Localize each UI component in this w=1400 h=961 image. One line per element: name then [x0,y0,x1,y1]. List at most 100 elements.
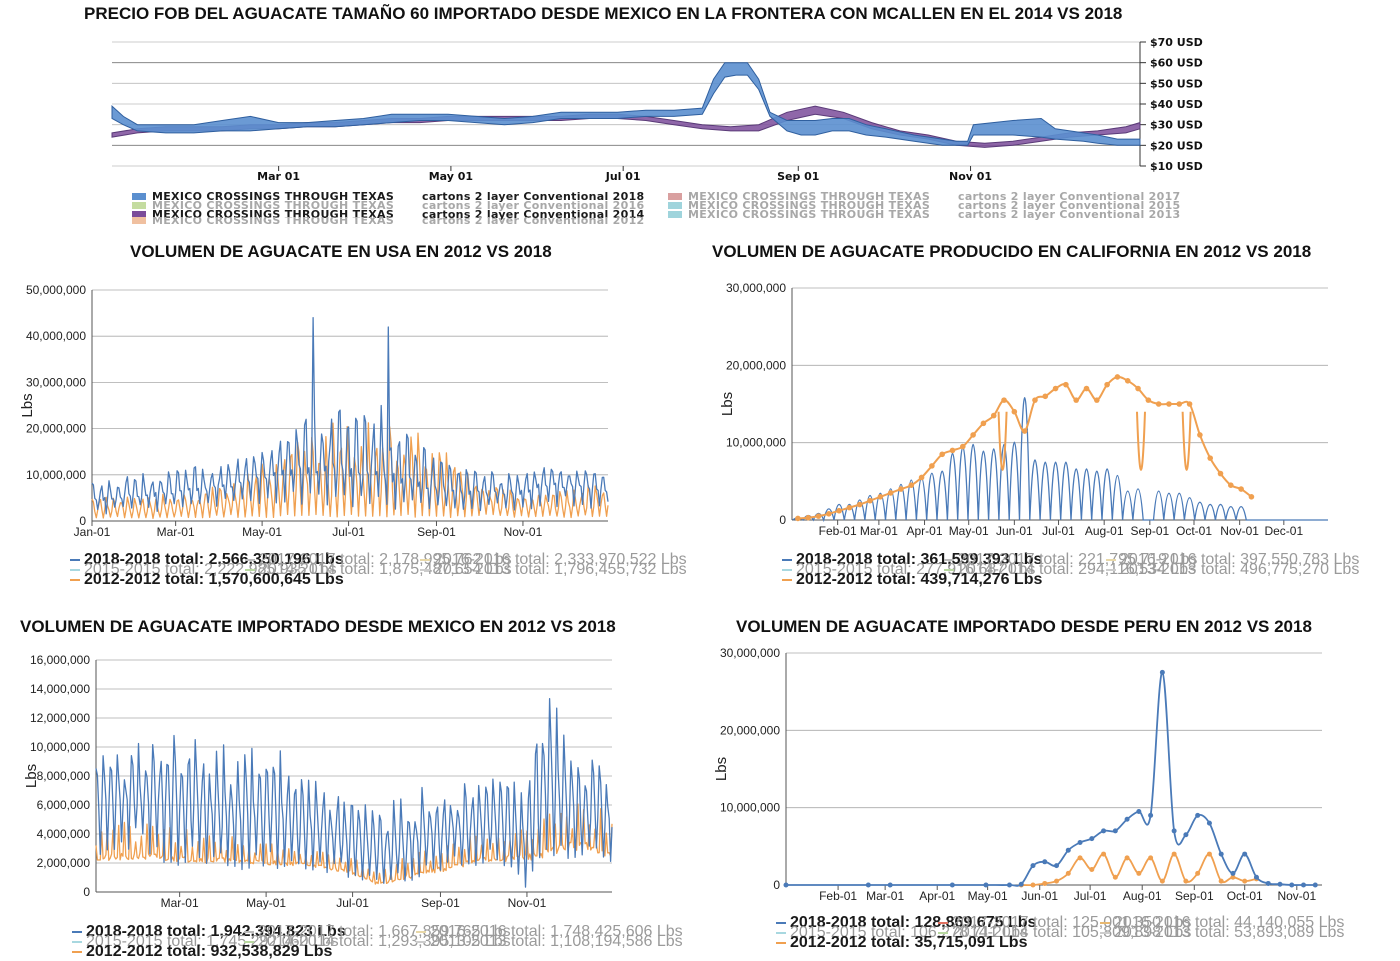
california-legend-label: 2016-2016 total: 397,550,783 Lbs [1120,551,1360,568]
peru-x-tick-label: Mar-01 [866,889,904,903]
california-legend-item[interactable]: 2015-2015 total: 277,916,687 Lbs [782,561,1035,579]
fob-legend-item[interactable]: MEXICO CROSSINGS THROUGH TEXAS cartons 2 … [668,190,1181,203]
peru-point-2012 [1030,882,1036,888]
peru-point-2012 [1171,851,1177,857]
usa-legend-item[interactable]: 2013-2013 total: 1,796,455,732 Lbs [420,561,687,579]
peru-x-tick-label: Jul-01 [1074,889,1107,903]
peru-point-2018 [1112,828,1118,834]
peru-legend-label: 2015-2015 total: 106,278,711 Lbs [790,924,1029,941]
mexico-legend-label: 2012-2012 total: 932,538,829 Lbs [86,943,333,960]
fob-legend-item[interactable]: MEXICO CROSSINGS THROUGH TEXAS cartons 2 … [132,208,645,221]
usa-legend-item[interactable]: 2014-2014 total: 1,875,487,654 Lbs [245,561,512,579]
fob-legend-item[interactable]: MEXICO CROSSINGS THROUGH TEXAS cartons 2 … [132,217,645,224]
usa-legend-item[interactable]: 2012-2012 total: 1,570,600,645 Lbs [70,571,344,589]
peru-legend-item[interactable]: 2017-2017 total: 125,001,350 Lbs [938,914,1191,932]
peru-point-2018 [1218,851,1224,857]
california-point-2012 [815,513,822,519]
mexico-legend-swatch [72,931,82,933]
fob-legend-item[interactable]: MEXICO CROSSINGS THROUGH TEXAS cartons 2 … [668,208,1181,221]
california-x-tick-label: Apr-01 [907,524,943,538]
usa-y-axis-label: Lbs [19,393,36,417]
peru-point-2018 [1124,816,1130,822]
peru-point-2018 [949,882,955,888]
peru-legend-item[interactable]: 2014-2014 total: 105,809,898 Lbs [938,924,1191,942]
peru-point-2018 [1148,812,1154,818]
mexico-legend-label: 2015-2015 total: 1,745,292,060 Lbs [86,933,339,950]
usa-legend-item[interactable]: 2017-2017 total: 2,178,995,762 Lbs [245,551,512,569]
fob-y-tick-label: $20 USD [1150,139,1203,152]
fob-x-tick-label: Jul 01 [605,170,641,183]
usa-legend-label: 2016-2016 total: 2,333,970,522 Lbs [434,551,687,568]
california-point-2012 [856,501,863,508]
fob-y-tick-label: $40 USD [1150,98,1203,111]
mexico-legend-item[interactable]: 2015-2015 total: 1,745,292,060 Lbs [72,933,339,951]
usa-legend-item[interactable]: 2016-2016 total: 2,333,970,522 Lbs [420,551,687,569]
california-legend-item[interactable]: 2012-2012 total: 439,714,276 Lbs [782,571,1042,589]
usa-legend-label: 2014-2014 total: 1,875,487,654 Lbs [259,561,512,578]
usa-y-tick-label: 50,000,000 [26,283,86,297]
fob-legend-item[interactable]: MEXICO CROSSINGS THROUGH TEXAS cartons 2 … [132,190,645,203]
fob-legend-item[interactable]: MEXICO CROSSINGS THROUGH TEXAS cartons 2 … [668,199,1181,212]
mexico-legend-item[interactable]: 2014-2014 total: 1,293,395,105 Lbs [244,933,511,951]
usa-x-tick-label: Jul-01 [332,525,365,539]
california-point-2012 [836,507,842,514]
california-legend-item[interactable]: 2016-2016 total: 397,550,783 Lbs [1106,551,1359,569]
california-point-2012 [1248,494,1255,500]
california-point-2012 [949,447,956,454]
california-y-tick-label: 0 [779,513,786,527]
mexico-legend-item[interactable]: 2017-2017 total: 1,667,859,765 Lbs [244,923,511,941]
mexico-legend-item[interactable]: 2016-2016 total: 1,748,425,606 Lbs [416,923,683,941]
california-legend-item[interactable]: 2013-2013 total: 496,775,270 Lbs [1106,561,1359,579]
peru-point-2018 [1183,832,1189,838]
mexico-legend-label: 2014-2014 total: 1,293,395,105 Lbs [258,933,511,950]
fob-legend-swatch [668,202,682,209]
usa-legend-label: 2012-2012 total: 1,570,600,645 Lbs [84,571,344,588]
mexico-legend-label: 2013-2013 total: 1,108,194,586 Lbs [430,933,683,950]
fob-legend-product: cartons 2 layer Conventional 2018 [422,190,645,203]
california-legend-label: 2018-2018 total: 361,599,393 Lbs [796,551,1043,568]
usa-legend-item[interactable]: 2018-2018 total: 2,566,350,196 Lbs [70,551,344,569]
fob-x-tick-label: Sep 01 [777,170,819,183]
peru-x-tick-label: Apr-01 [919,889,955,903]
mexico-x-tick-label: Nov-01 [508,896,547,910]
california-legend-item[interactable]: 2018-2018 total: 361,599,393 Lbs [782,551,1042,569]
mexico-legend-swatch [244,931,254,933]
california-point-2012 [1011,408,1018,415]
peru-legend-item[interactable]: 2012-2012 total: 35,715,091 Lbs [776,934,1027,952]
mexico-x-tick-label: May-01 [246,896,286,910]
usa-legend-item[interactable]: 2015-2015 total: 2,222,985,935 Lbs [70,561,337,579]
mexico-y-tick-label: 12,000,000 [30,711,90,725]
mexico-legend-item[interactable]: 2013-2013 total: 1,108,194,586 Lbs [416,933,683,951]
mexico-legend-item[interactable]: 2012-2012 total: 932,538,829 Lbs [72,943,332,961]
peru-point-2018 [983,882,989,888]
peru-x-tick-label: Feb-01 [819,889,857,903]
california-dip-2012 [1181,411,1192,471]
california-legend-item[interactable]: 2017-2017 total: 221,795,719 Lbs [944,551,1197,569]
peru-legend-item[interactable]: 2013-2013 total: 53,893,089 Lbs [1100,924,1344,942]
mexico-x-tick-label: Jul-01 [336,896,369,910]
peru-point-2018 [1006,882,1012,888]
fob-legend-item[interactable]: MEXICO CROSSINGS THROUGH TEXAS cartons 2 … [132,199,645,212]
peru-legend-item[interactable]: 2016-2016 total: 44,140,055 Lbs [1100,914,1344,932]
usa-y-tick-label: 10,000,000 [26,468,86,482]
california-point-2012 [918,474,925,481]
peru-point-2018 [1289,882,1295,888]
usa-y-tick-label: 0 [79,514,86,528]
california-point-2012 [1104,381,1110,388]
usa-legend-swatch [70,559,80,561]
peru-legend-label: 2013-2013 total: 53,893,089 Lbs [1114,924,1345,941]
peru-y-tick-label: 10,000,000 [720,801,780,815]
peru-chart-title: VOLUMEN DE AGUACATE IMPORTADO DESDE PERU… [736,617,1312,636]
california-legend-label: 2017-2017 total: 221,795,719 Lbs [958,551,1198,568]
mexico-legend-item[interactable]: 2018-2018 total: 1,942,394,823 Lbs [72,923,346,941]
mexico-y-tick-label: 16,000,000 [30,653,90,667]
california-point-2012 [1032,397,1038,403]
peru-point-2012 [1195,870,1201,876]
peru-legend-item[interactable]: 2015-2015 total: 106,278,711 Lbs [776,924,1028,942]
peru-legend-item[interactable]: 2018-2018 total: 128,869,675 Lbs [776,914,1036,932]
california-legend-item[interactable]: 2014-2014 total: 294,116,534 Lbs [944,561,1196,579]
mexico-legend-label: 2017-2017 total: 1,667,859,765 Lbs [258,923,511,940]
fob-chart-title: PRECIO FOB DEL AGUACATE TAMAÑO 60 IMPORT… [84,4,1123,23]
mexico-chart-title: VOLUMEN DE AGUACATE IMPORTADO DESDE MEXI… [20,617,616,636]
california-point-2012 [1124,378,1131,384]
